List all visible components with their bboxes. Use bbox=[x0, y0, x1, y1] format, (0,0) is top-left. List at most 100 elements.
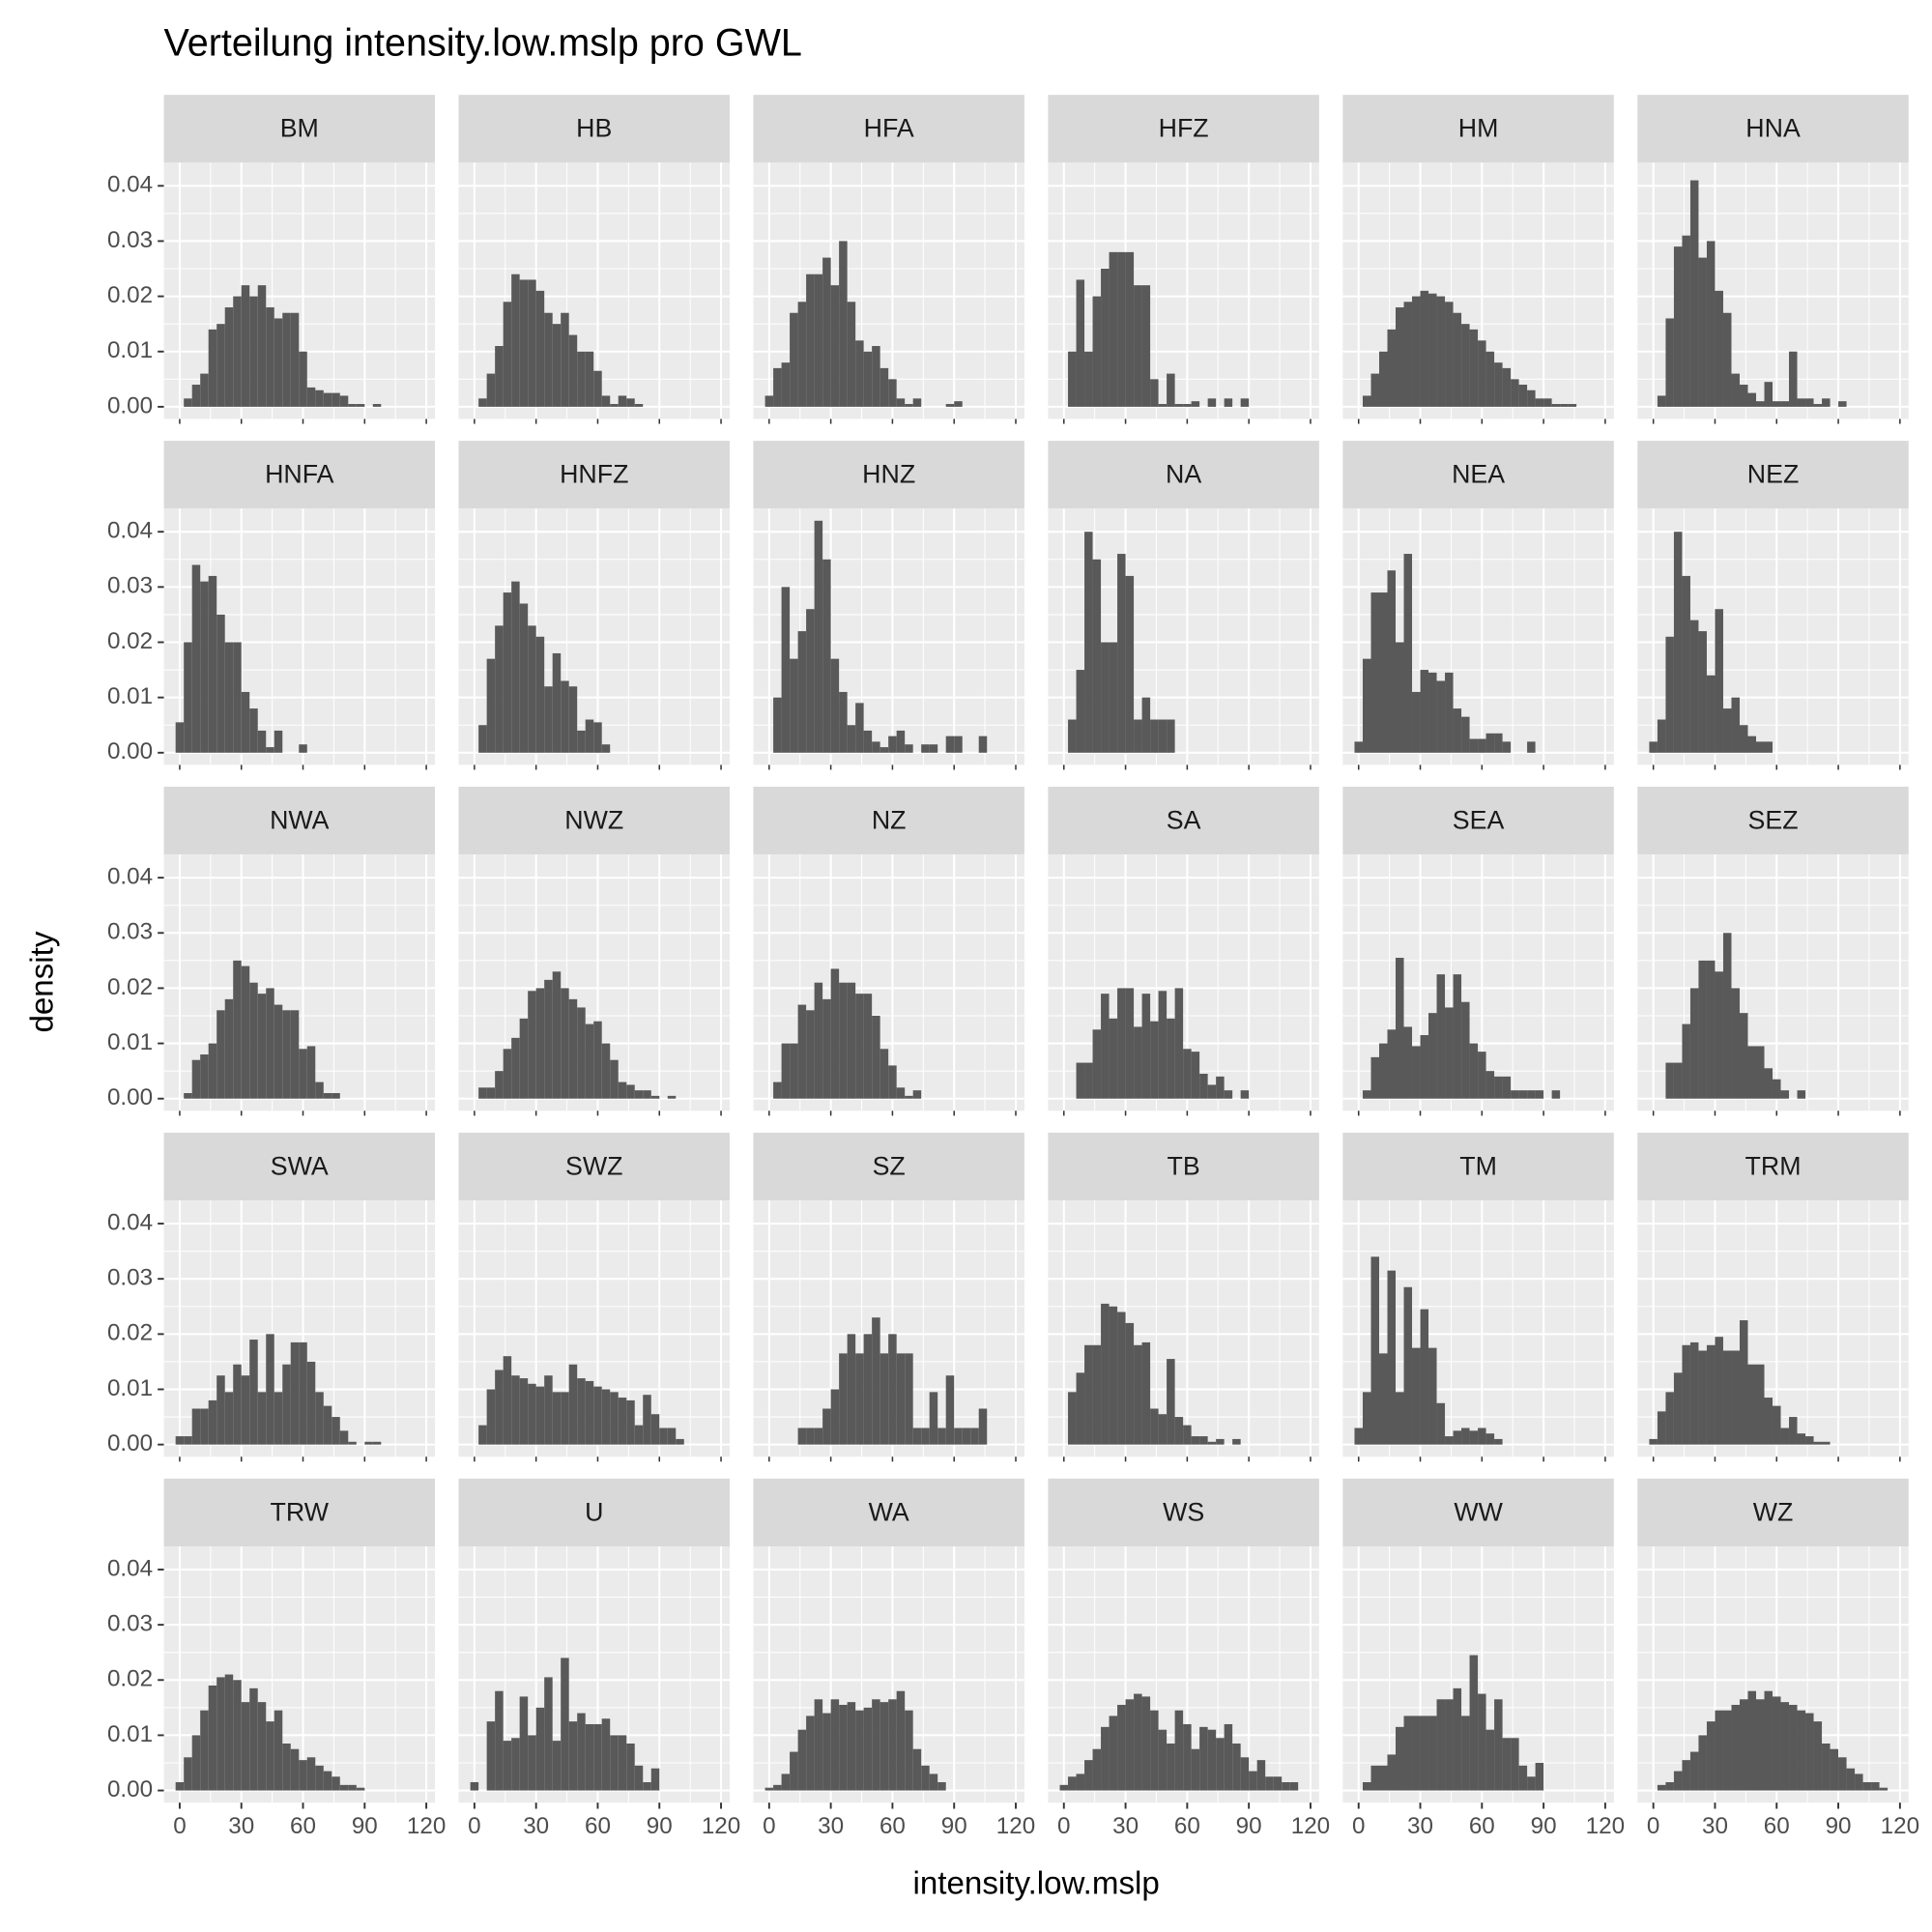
histogram-bar bbox=[839, 241, 848, 407]
histogram-bar bbox=[1158, 991, 1168, 1099]
histogram-bar bbox=[561, 1392, 569, 1445]
y-tick-label: 0.03 bbox=[107, 227, 153, 253]
histogram-bar bbox=[1773, 1405, 1781, 1445]
x-tick-label: 120 bbox=[407, 1813, 446, 1839]
histogram-bar bbox=[1862, 1781, 1872, 1791]
strip bbox=[1048, 441, 1319, 509]
histogram-bar bbox=[241, 1702, 250, 1791]
histogram-bar bbox=[1084, 532, 1093, 753]
histogram-bar bbox=[601, 1718, 611, 1791]
strip-label: HNFZ bbox=[560, 459, 628, 488]
histogram-bar bbox=[1158, 404, 1168, 407]
histogram-bar bbox=[1224, 1090, 1233, 1099]
histogram-bar bbox=[806, 609, 815, 753]
histogram-bar bbox=[1805, 398, 1814, 407]
histogram-bar bbox=[1076, 1062, 1085, 1099]
histogram-bar bbox=[634, 404, 644, 407]
histogram-bar bbox=[1813, 1441, 1823, 1445]
histogram-bar bbox=[921, 744, 930, 753]
histogram-bar bbox=[1101, 1303, 1110, 1445]
histogram-bar bbox=[249, 708, 258, 753]
histogram-bar bbox=[1879, 1787, 1889, 1791]
histogram-bar bbox=[274, 730, 283, 753]
y-tick-label: 0.04 bbox=[107, 1209, 153, 1235]
histogram-bar bbox=[577, 1713, 586, 1791]
histogram-bar bbox=[299, 351, 307, 407]
histogram-bar bbox=[1706, 675, 1716, 753]
strip bbox=[163, 95, 436, 163]
histogram-bar bbox=[1354, 741, 1363, 753]
histogram-bar bbox=[1076, 1773, 1085, 1791]
histogram-bar bbox=[610, 404, 619, 407]
histogram-bar bbox=[1511, 1090, 1519, 1099]
histogram-bar bbox=[1469, 1043, 1479, 1099]
strip bbox=[1637, 95, 1909, 163]
histogram-bar bbox=[1092, 1748, 1102, 1791]
histogram-bar bbox=[364, 1441, 373, 1445]
histogram-bar bbox=[372, 1441, 382, 1445]
histogram-bar bbox=[601, 1043, 611, 1099]
histogram-bar bbox=[1125, 251, 1135, 407]
histogram-bar bbox=[643, 1090, 651, 1099]
histogram-bar bbox=[1689, 1341, 1699, 1445]
histogram-bar bbox=[1109, 1306, 1118, 1445]
histogram-bar bbox=[847, 302, 856, 407]
histogram-bar bbox=[585, 1024, 594, 1099]
histogram-bar bbox=[1412, 296, 1421, 407]
histogram-bar bbox=[626, 398, 635, 407]
histogram-bar bbox=[208, 1043, 217, 1099]
strip bbox=[1637, 787, 1909, 855]
histogram-bar bbox=[1789, 351, 1798, 407]
strip-label: SEA bbox=[1453, 805, 1505, 834]
histogram-bar bbox=[266, 747, 274, 753]
histogram-bar bbox=[921, 1427, 930, 1445]
histogram-bar bbox=[1362, 658, 1371, 753]
histogram-bar bbox=[257, 1392, 267, 1445]
histogram-bar bbox=[1665, 1781, 1674, 1791]
histogram-bar bbox=[1436, 974, 1446, 1099]
histogram-bar bbox=[1403, 554, 1413, 753]
histogram-bar bbox=[839, 1704, 848, 1791]
strip bbox=[1048, 787, 1319, 855]
histogram-bar bbox=[1436, 1402, 1446, 1445]
histogram-bar bbox=[814, 520, 823, 753]
histogram-bar bbox=[306, 1361, 316, 1445]
histogram-bar bbox=[544, 1677, 553, 1791]
histogram-bar bbox=[1109, 1018, 1118, 1099]
histogram-bar bbox=[593, 370, 602, 407]
histogram-bar bbox=[1387, 1029, 1397, 1099]
histogram-bar bbox=[1445, 1699, 1454, 1791]
chart-title: Verteilung intensity.low.mslp pro GWL bbox=[164, 22, 802, 65]
histogram-bar bbox=[241, 691, 250, 753]
histogram-bar bbox=[175, 722, 185, 753]
histogram-bar bbox=[1191, 1748, 1200, 1791]
histogram-bar bbox=[224, 1674, 234, 1791]
histogram-bar bbox=[593, 1386, 602, 1445]
histogram-bar bbox=[830, 1699, 840, 1791]
histogram-bar bbox=[790, 658, 798, 753]
histogram-bar bbox=[1134, 285, 1142, 407]
histogram-bar bbox=[1199, 1074, 1208, 1099]
histogram-bar bbox=[1453, 1687, 1462, 1791]
histogram-bar bbox=[503, 1741, 512, 1791]
histogram-bar bbox=[233, 960, 242, 1099]
histogram-bar bbox=[486, 373, 496, 407]
histogram-bar bbox=[1739, 1699, 1748, 1791]
histogram-bar bbox=[1396, 307, 1404, 407]
histogram-bar bbox=[528, 1735, 536, 1791]
histogram-bar bbox=[315, 1765, 324, 1791]
histogram-bar bbox=[184, 1757, 192, 1791]
histogram-bar bbox=[200, 373, 209, 407]
histogram-bar bbox=[1813, 1721, 1823, 1791]
histogram-bar bbox=[814, 982, 823, 1099]
histogram-bar bbox=[847, 982, 856, 1099]
histogram-bar bbox=[1403, 1716, 1413, 1791]
histogram-bar bbox=[1739, 1320, 1748, 1445]
histogram-bar bbox=[1698, 631, 1707, 753]
histogram-bar bbox=[863, 1707, 873, 1791]
histogram-bar bbox=[1543, 398, 1552, 407]
histogram-bar bbox=[814, 1427, 823, 1445]
histogram-bar bbox=[1682, 235, 1690, 407]
histogram-bar bbox=[519, 1378, 529, 1445]
histogram-bar bbox=[945, 1375, 955, 1445]
